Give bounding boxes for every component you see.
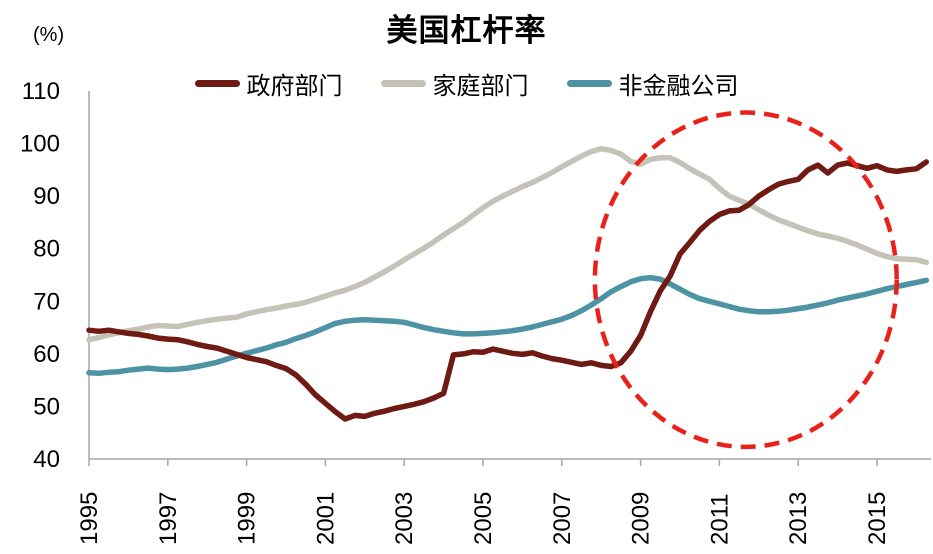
y-tick-label: 50 [33,393,60,420]
x-tick-label: 2003 [391,492,418,545]
chart-title: 美国杠杆率 [386,13,547,48]
legend-item-non-financial-corporate: 非金融公司 [566,66,739,101]
series-line-non-financial-corporate [86,274,930,377]
y-tick-label: 100 [20,131,60,158]
legend-label-household-sector: 家庭部门 [432,73,529,100]
series-line-household-sector [86,146,930,343]
legend-item-household-sector: 家庭部门 [380,66,529,101]
x-tick-label: 1999 [234,492,261,545]
x-tick-label: 2013 [785,492,812,545]
x-tick-label: 1997 [155,492,182,545]
legend-label-non-financial-corporate: 非金融公司 [618,73,739,100]
y-tick-label: 70 [33,288,60,315]
y-axis-unit-label: (%) [33,24,65,46]
legend-swatch-household-sector [380,80,426,87]
legend: 政府部门 家庭部门 非金融公司 [194,66,739,101]
y-tick-label: 60 [33,341,60,368]
y-tick-label: 80 [33,236,60,263]
legend-label-government-sector: 政府部门 [246,73,343,100]
x-tick-label: 1995 [76,492,103,545]
highlight-ellipse [592,110,899,450]
legend-item-government-sector: 政府部门 [194,66,343,101]
legend-swatch-government-sector [194,80,240,87]
series-line-government-sector [86,159,930,422]
x-tick-label: 2001 [312,492,339,545]
x-tick-label: 2009 [628,492,655,545]
x-tick-label: 2007 [549,492,576,545]
x-tick-label: 2011 [706,493,733,545]
y-tick-label: 110 [22,78,60,105]
x-tick-label: 2015 [864,492,891,545]
y-tick-label: 90 [33,183,60,210]
legend-swatch-non-financial-corporate [566,80,612,87]
y-tick-label: 40 [33,446,60,473]
x-tick-label: 2005 [470,492,497,545]
